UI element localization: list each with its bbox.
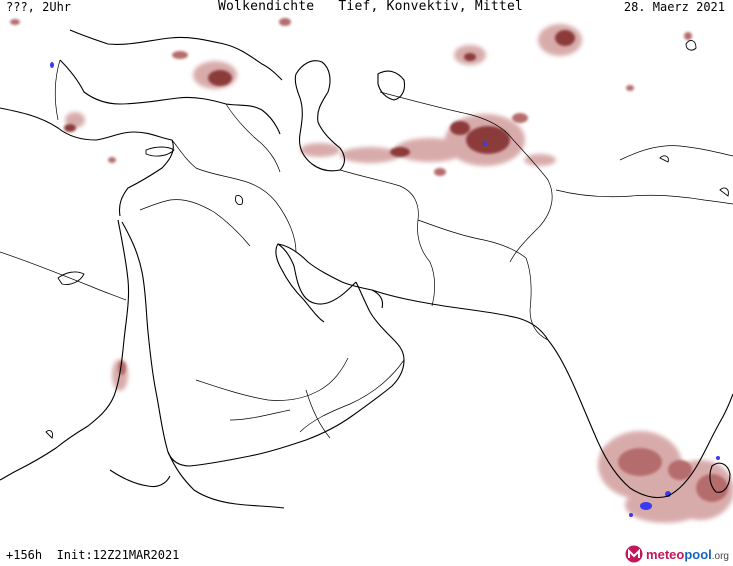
meteopool-brand-link[interactable]: meteopool.org <box>625 544 729 564</box>
meteopool-logo-icon <box>625 545 643 563</box>
coastlines <box>0 29 733 509</box>
location-time-label: ???, 2Uhr <box>6 0 72 14</box>
islands-lakes <box>45 40 729 439</box>
date-label: 28. Maerz 2021 <box>623 0 725 14</box>
brand-name: meteopool.org <box>646 546 729 562</box>
forecast-run-label: +156h Init:12Z21MAR2021 <box>6 548 180 562</box>
country-borders <box>0 59 733 439</box>
cloud-layer-dense <box>10 18 728 502</box>
chart-title: Wolkendichte Tief, Konvektiv, Mittel <box>218 0 524 14</box>
cloud-layer-light <box>65 24 733 523</box>
weather-map <box>0 18 733 523</box>
